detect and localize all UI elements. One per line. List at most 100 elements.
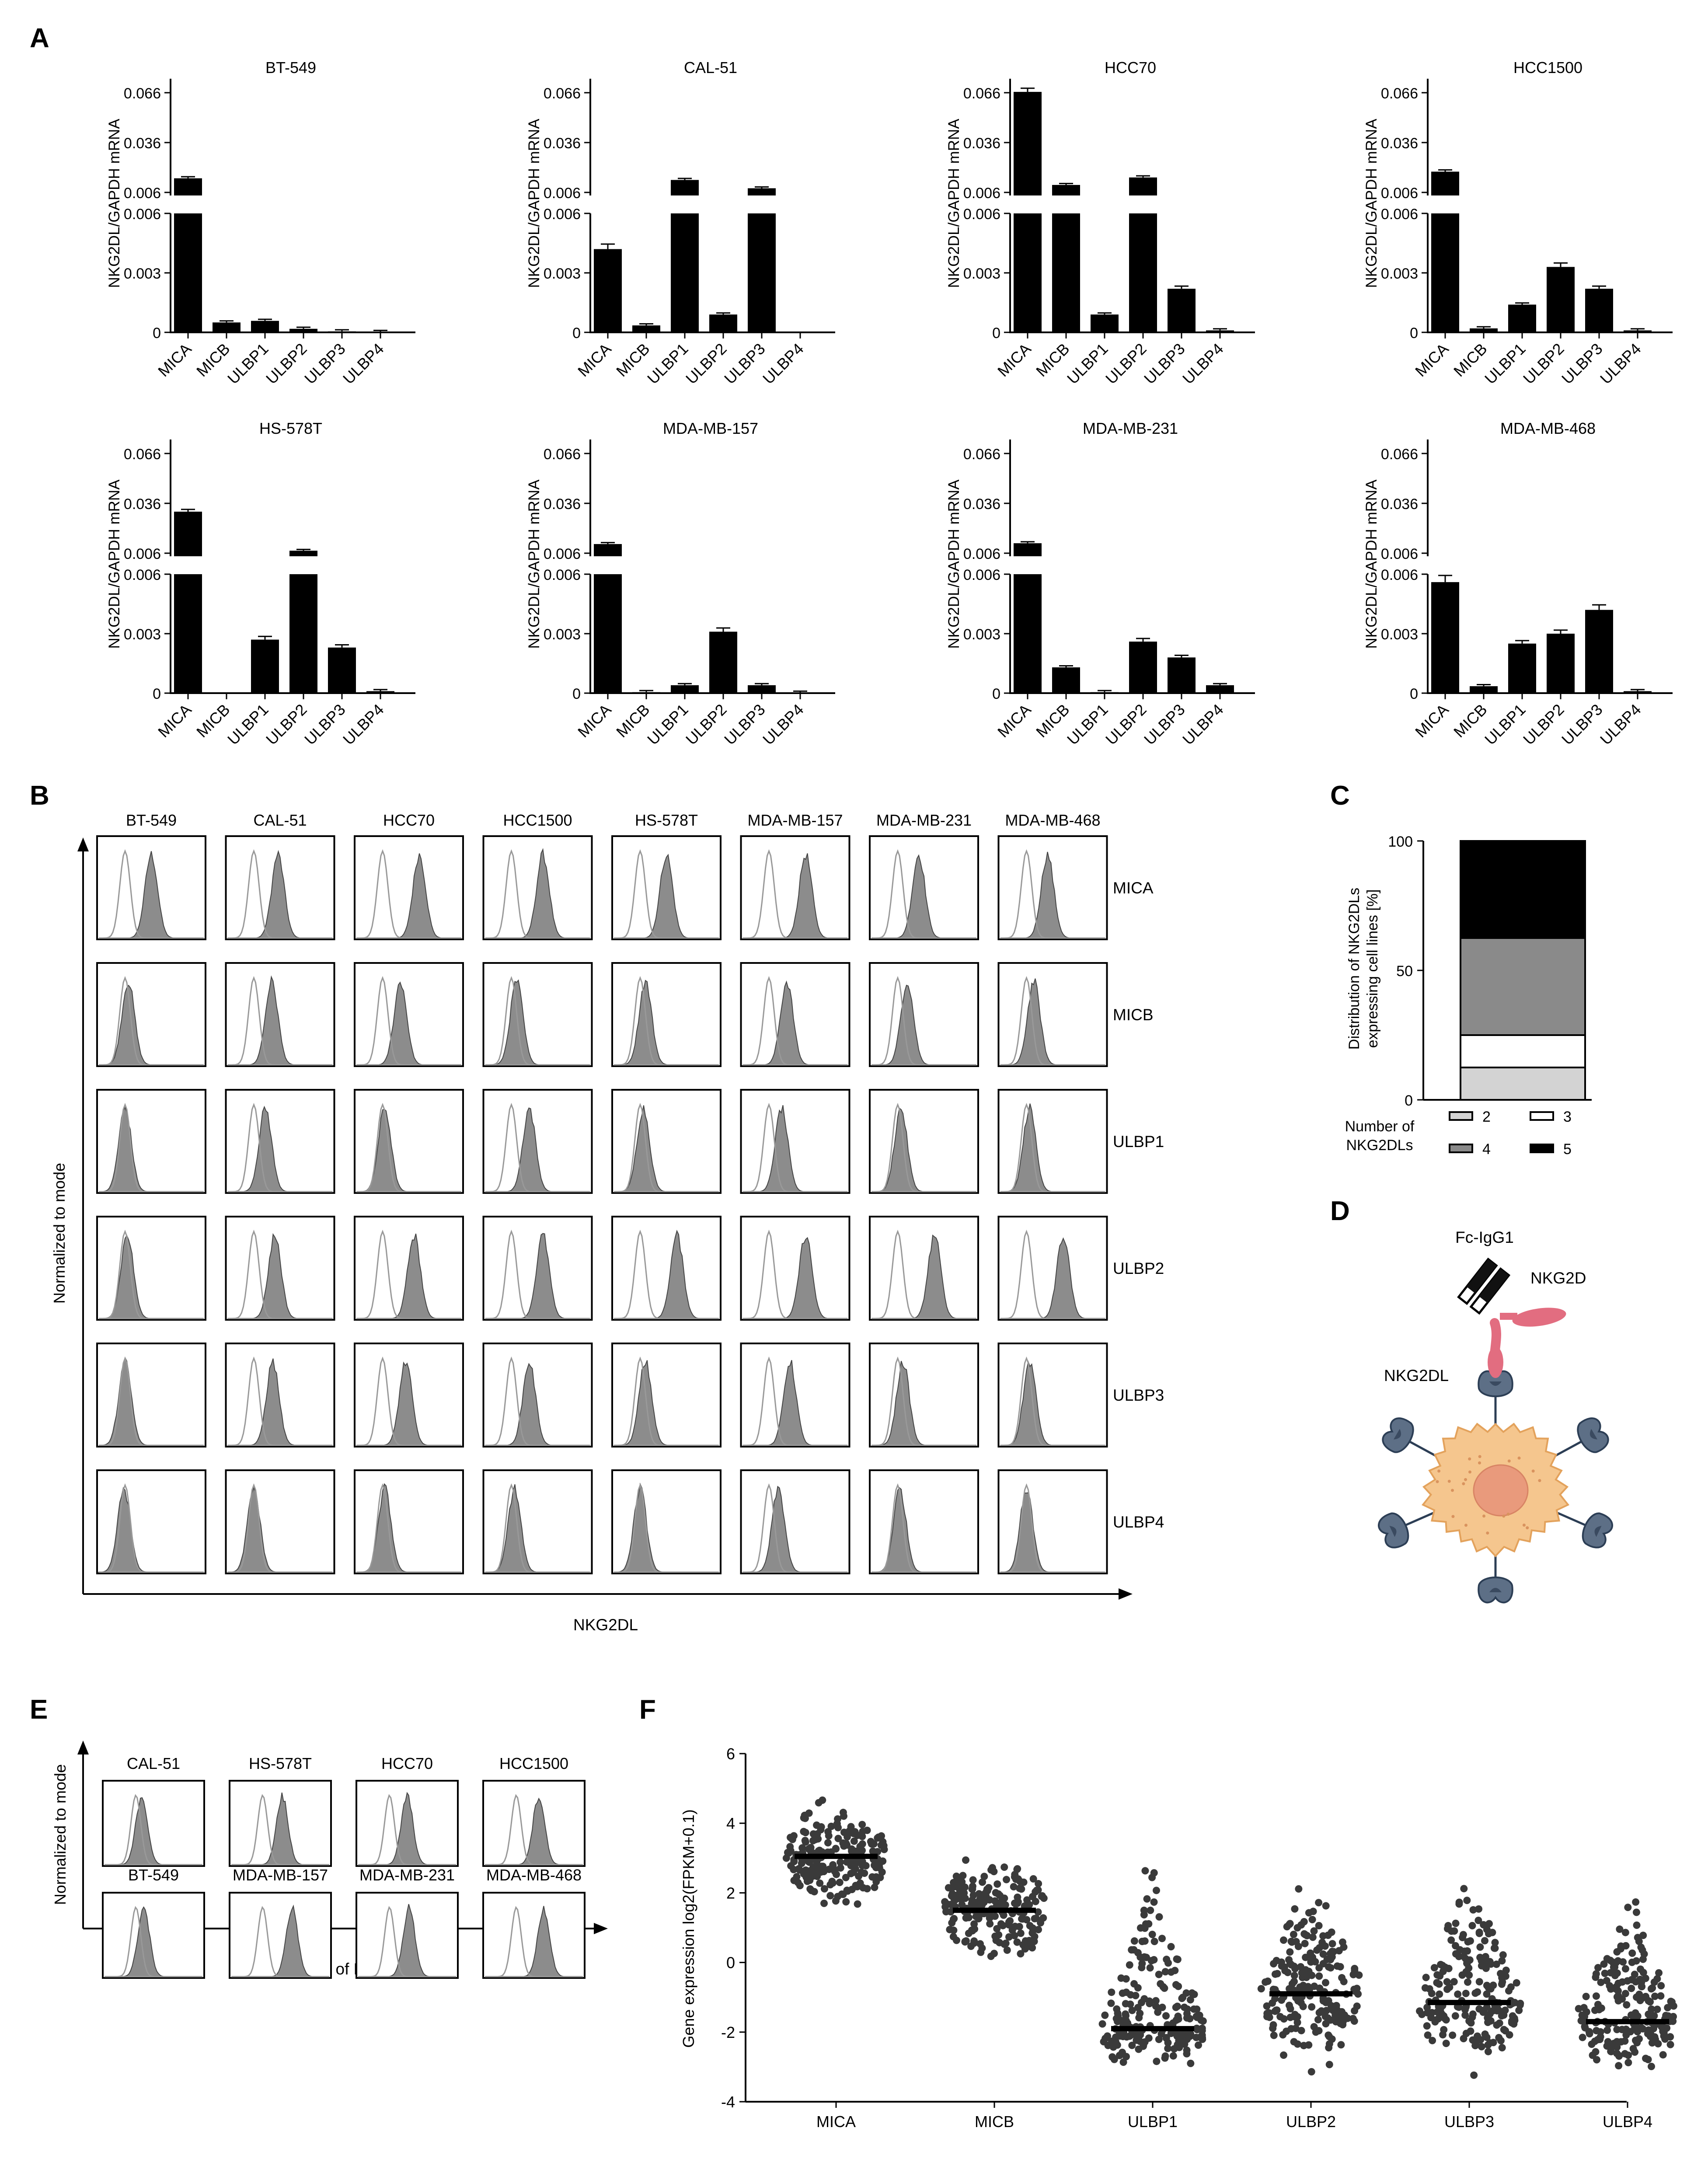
isotype-histogram	[742, 1483, 848, 1573]
y-tick-label: 0.006	[1381, 546, 1418, 562]
bar	[1129, 642, 1157, 693]
dot-column: ULBP4	[1575, 1898, 1677, 2131]
data-point	[1664, 2004, 1672, 2012]
bar-upper	[1129, 177, 1157, 195]
data-point	[1154, 2008, 1162, 2016]
data-point	[1449, 2031, 1457, 2039]
data-point	[836, 1878, 844, 1886]
y-tick-label: -4	[721, 2093, 735, 2111]
data-point	[1513, 1979, 1520, 1987]
isotype-histogram	[1000, 849, 1105, 939]
histogram-box	[96, 1216, 206, 1321]
isotype-histogram	[485, 1483, 590, 1573]
data-point	[1470, 2071, 1478, 2079]
data-point	[1439, 1967, 1447, 1975]
data-point	[1467, 2027, 1474, 2035]
data-point	[1327, 1964, 1335, 1972]
data-point	[1632, 1957, 1640, 1965]
isotype-histogram	[227, 1483, 333, 1573]
data-point	[856, 1879, 864, 1887]
data-point	[1484, 2041, 1492, 2049]
data-point	[1647, 2062, 1655, 2070]
data-point	[970, 1939, 978, 1947]
data-point	[986, 1920, 994, 1928]
data-point	[827, 1822, 835, 1830]
data-point	[1314, 2016, 1322, 2023]
data-point	[1479, 2008, 1487, 2016]
data-point	[837, 1858, 844, 1866]
legend-title: Number of	[1345, 1118, 1415, 1135]
data-point	[1290, 1971, 1298, 1979]
data-point	[1491, 1939, 1499, 1946]
data-point	[811, 1863, 819, 1871]
cell-granule	[1436, 1480, 1439, 1483]
data-point	[1498, 1980, 1506, 1988]
y-axis-label: NKG2DL/GAPDH mRNA	[526, 479, 543, 649]
data-point	[1020, 1878, 1028, 1886]
isotype-histogram	[871, 1102, 976, 1193]
data-point	[1298, 1969, 1306, 1977]
cell-granule	[1482, 1514, 1486, 1518]
isotype-histogram	[614, 976, 719, 1066]
bar	[709, 631, 737, 693]
data-point	[1143, 1895, 1151, 1903]
data-point	[829, 1862, 837, 1870]
x-tick-label: ULBP1	[1063, 340, 1112, 388]
data-point	[1119, 2048, 1126, 2056]
column-label: HCC1500	[499, 1754, 568, 1772]
x-tick-label: ULBP1	[224, 701, 272, 749]
histogram-box	[225, 1343, 335, 1447]
data-point	[1012, 1875, 1020, 1883]
x-tick-label: ULBP4	[339, 701, 387, 749]
data-point	[1167, 2030, 1175, 2037]
data-point	[1498, 1974, 1506, 1982]
histogram-box	[997, 1469, 1108, 1574]
y-axis-label: expressing cell lines [%]	[1364, 889, 1381, 1048]
bar-lower	[1431, 213, 1459, 332]
data-point	[1315, 1899, 1323, 1907]
column-label: BT-549	[126, 811, 177, 829]
data-point	[1308, 1916, 1316, 1924]
row-label: ULBP1	[1113, 1133, 1164, 1151]
data-point	[993, 1925, 1001, 1932]
ligand-pocket	[1389, 1526, 1397, 1537]
data-point	[1128, 2041, 1136, 2049]
data-point	[825, 1832, 833, 1840]
isotype-histogram	[99, 1102, 204, 1193]
y-tick-label: 0.066	[124, 85, 161, 102]
data-point	[1330, 1948, 1338, 1956]
data-point	[1332, 2002, 1340, 2009]
histogram-frame	[229, 1892, 332, 1979]
data-point	[1315, 1964, 1323, 1972]
x-tick-label: MICA	[1412, 701, 1452, 741]
data-point	[787, 1862, 795, 1870]
panel-letter-d: D	[1330, 1196, 1350, 1226]
data-point	[1655, 1969, 1663, 1977]
legend-label: 2	[1482, 1109, 1491, 1125]
x-tick-label: ULBP4	[1603, 2113, 1652, 2131]
row-label: MICB	[1113, 1006, 1154, 1024]
dot-column: ULBP1	[1098, 1867, 1207, 2131]
data-point	[1478, 1962, 1485, 1970]
y-tick-label: 0.006	[544, 206, 581, 223]
data-point	[1328, 1928, 1335, 1936]
data-point	[975, 1890, 983, 1898]
cell-granule	[1447, 1479, 1451, 1483]
data-point	[1507, 1983, 1515, 1991]
data-point	[1183, 2014, 1191, 2022]
data-point	[1315, 1972, 1323, 1980]
arrow-head	[77, 1740, 89, 1754]
data-point	[1615, 2052, 1623, 2060]
data-point	[1180, 2034, 1188, 2042]
data-point	[843, 1841, 851, 1849]
data-point	[1607, 2044, 1615, 2051]
data-point	[805, 1809, 813, 1817]
histogram-box	[869, 962, 979, 1067]
y-tick-label: 0	[1405, 1092, 1413, 1109]
data-point	[991, 1932, 999, 1940]
data-point	[1475, 1978, 1483, 1986]
arrow-head	[77, 837, 89, 851]
bar-upper	[594, 544, 622, 556]
bar	[1508, 304, 1536, 332]
column-label: HCC70	[381, 1754, 433, 1772]
